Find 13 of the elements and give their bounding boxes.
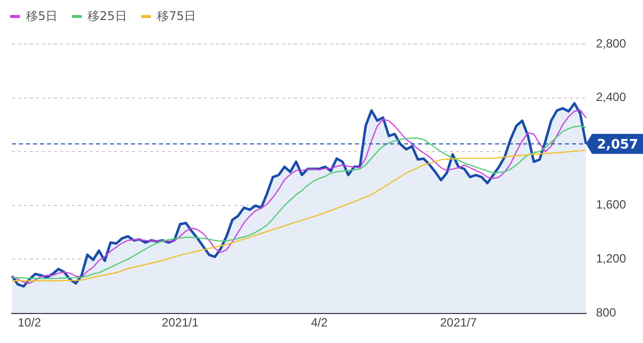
y-tick-label: 2,400: [596, 90, 626, 104]
y-tick-label: 1,600: [596, 198, 626, 212]
y-tick-label: 2,800: [596, 36, 626, 50]
ref-line-label: 2,057: [597, 137, 638, 152]
legend-label: 移25日: [86, 8, 127, 25]
y-tick-label: 800: [596, 305, 616, 320]
legend-label: 移5日: [25, 8, 58, 25]
x-tick-label: 4/2: [310, 316, 328, 330]
x-tick-label: 2021/7: [440, 316, 478, 330]
legend-label: 移75日: [156, 8, 196, 25]
x-tick-label: 10/2: [18, 316, 42, 330]
x-tick-label: 2021/1: [162, 316, 199, 330]
y-tick-label: 1,200: [596, 252, 626, 266]
